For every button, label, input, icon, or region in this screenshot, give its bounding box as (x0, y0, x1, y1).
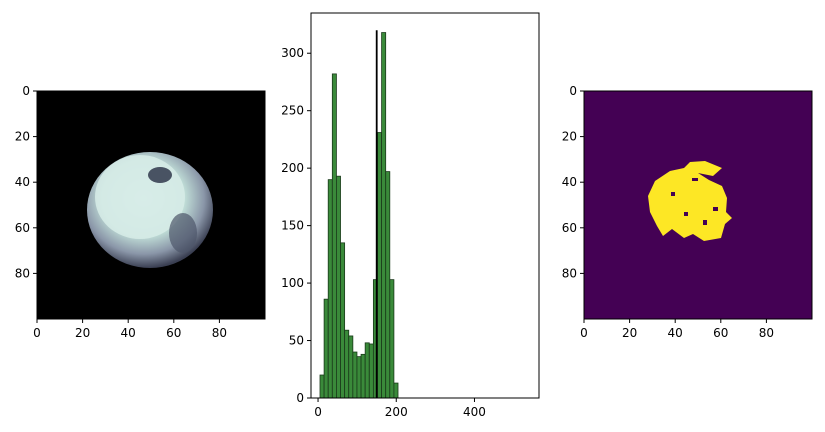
image-mask-xtick-label: 0 (580, 326, 588, 340)
histogram-bar (377, 132, 382, 399)
image-mask-hole (713, 207, 718, 211)
image-original-xticks: 0 20 40 60 80 (33, 319, 227, 340)
image-mask-xtick-label: 20 (622, 326, 637, 340)
image-original-xtick-label: 0 (33, 326, 41, 340)
histogram-xtick-label: 400 (463, 405, 486, 419)
histogram-ytick-label: 300 (281, 46, 304, 60)
image-original-ytick-label: 60 (15, 221, 30, 235)
histogram-bar (393, 382, 399, 399)
image-mask-xtick-label: 80 (759, 326, 774, 340)
image-mask-frame (583, 90, 813, 320)
image-mask-region (648, 161, 732, 241)
histogram-ytick-label: 0 (296, 391, 304, 405)
image-original-ytick-label: 20 (15, 130, 30, 144)
image-mask-yticks: 0 20 40 60 80 (562, 84, 584, 280)
histogram-bar (364, 342, 370, 399)
image-original-xtick-label: 80 (212, 326, 227, 340)
image-mask-ytick-label: 20 (562, 130, 577, 144)
histogram-ytick-label: 200 (281, 161, 304, 175)
image-original-ytick-label: 80 (15, 266, 30, 280)
histogram-xtick-label: 200 (385, 405, 408, 419)
histogram-bar (327, 179, 333, 399)
histogram-bar (336, 175, 341, 399)
histogram-bar (352, 351, 358, 399)
histogram-bar (385, 171, 391, 399)
histogram-bar (356, 356, 362, 399)
image-original-frame (36, 90, 266, 320)
histogram-bar (381, 32, 387, 399)
histogram-ytick-label: 50 (289, 334, 304, 348)
histogram-ytick-label: 250 (281, 104, 304, 118)
histogram-bar (323, 298, 329, 399)
histogram-bar (344, 329, 350, 399)
panel-histogram: 0 200 400 0 50 100 150 200 250 300 (281, 12, 540, 419)
histogram-xtick-label: 0 (314, 405, 322, 419)
image-mask-xtick-label: 60 (713, 326, 728, 340)
image-mask-hole (703, 220, 707, 225)
image-mask-ytick-label: 80 (562, 266, 577, 280)
image-original-dark-spot (148, 167, 172, 183)
histogram-bar (389, 279, 395, 399)
histogram-bar (331, 73, 337, 399)
panel-image-original: 0 20 40 60 80 0 20 40 60 80 (15, 84, 266, 340)
histogram-bar (340, 242, 346, 399)
histogram-bar (319, 374, 325, 399)
image-mask-xticks: 0 20 40 60 80 (580, 319, 774, 340)
histogram-frame (310, 12, 540, 399)
image-mask-ytick-label: 60 (562, 221, 577, 235)
histogram-xticks: 0 200 400 (314, 398, 486, 419)
image-original-xtick-label: 60 (166, 326, 181, 340)
histogram-bar (360, 353, 366, 399)
image-mask-ytick-label: 0 (569, 84, 577, 98)
histogram-yticks: 0 50 100 150 200 250 300 (281, 46, 311, 405)
image-original-yticks: 0 20 40 60 80 (15, 84, 37, 280)
histogram-bars (319, 32, 399, 399)
panel-image-mask: 0 20 40 60 80 0 20 40 60 80 (562, 84, 813, 340)
histogram-ytick-label: 150 (281, 219, 304, 233)
histogram-bar (348, 335, 354, 399)
histogram-bar (368, 343, 374, 399)
histogram-ytick-label: 100 (281, 276, 304, 290)
image-original-ytick-label: 40 (15, 175, 30, 189)
image-mask-hole (692, 178, 698, 181)
image-original-dark-edge (169, 213, 197, 253)
image-original-xtick-label: 20 (75, 326, 90, 340)
image-mask-hole (684, 212, 688, 216)
image-mask-ytick-label: 40 (562, 175, 577, 189)
image-mask-xtick-label: 40 (668, 326, 683, 340)
image-original-xtick-label: 40 (121, 326, 136, 340)
image-mask-hole (671, 192, 675, 196)
image-original-ytick-label: 0 (22, 84, 30, 98)
